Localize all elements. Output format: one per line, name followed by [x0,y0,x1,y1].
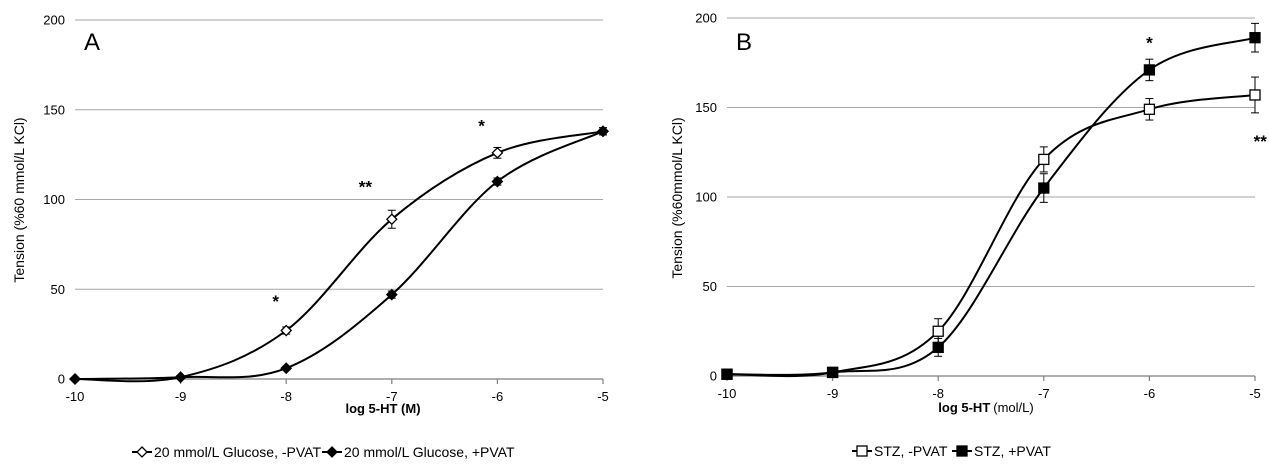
panel-a-significance-marker: * [272,292,279,311]
panel-a-y-axis-label: Tension (%60 mmol/L KCl) [11,117,27,282]
panel-b-significance-marker: * [1146,33,1153,52]
legend-b-label-1: STZ, -PVAT [874,443,948,459]
panel-a-series-1-line [74,130,604,383]
panel-b-series-1-point [932,325,944,337]
panel-b: B Tension (%60mmol/L KCl) log 5-HT (mol/L… [669,11,1267,460]
panel-a-significance-marker: * [478,116,485,135]
panel-b-y-tick-label: 100 [695,190,717,205]
panel-a-label: A [84,29,100,56]
panel-b-significance-marker: ** [1254,132,1268,151]
panel-a-series-1-point [280,324,293,337]
panel-b-series-2-point [932,341,944,354]
panel-b-series [721,22,1261,380]
panel-a-y-tick-label: 150 [43,102,65,117]
legend-a-label-1: 20 mmol/L Glucose, -PVAT [154,444,321,460]
panel-b-label: B [736,29,752,56]
panel-b-series-1-point [1249,89,1261,101]
legend-a-marker-1 [136,446,148,458]
panel-a-series [69,125,609,385]
panel-a-series-1-point [385,213,398,226]
legend-a-marker-2 [326,446,338,458]
panel-b-x-axis-label-unit: (mol/L) [993,400,1033,415]
panel-b-series-2-point [1038,182,1050,194]
panel-b-series-1-line [726,94,1256,378]
panel-b-ticks: 0 50 100 150 200 -10 -9 -8 -7 -6 -5 [695,11,1260,402]
panel-a-y-tick-label: 50 [51,282,65,297]
panel-a-series-2-point [385,288,398,301]
panel-a-series-2-point [597,125,609,138]
panel-b-x-tick-label: -6 [1144,386,1156,401]
panel-a-legend: 20 mmol/L Glucose, -PVAT 20 mmol/L Gluco… [132,444,515,460]
panel-a-y-tick-label: 100 [43,192,65,207]
panel-b-y-tick-label: 200 [695,11,717,26]
panel-b-annotations: *** [1146,33,1267,150]
panel-a-y-tick-label: 200 [43,13,65,28]
panel-b-x-tick-label: -7 [1038,386,1050,401]
panel-a-series-2-point [491,175,504,188]
panel-a-x-tick-label: -6 [492,389,504,404]
legend-b-marker-1 [856,445,868,457]
panel-b-series-2-point [1249,32,1261,44]
panel-b-y-tick-label: 50 [703,279,717,294]
panel-b-legend: STZ, -PVAT STZ, +PVAT [852,443,1051,459]
panel-b-x-axis-label-main: log 5-HT [938,400,990,415]
panel-a-series-2-point [69,373,81,385]
panel-b-axes [726,375,1256,381]
panel-b-series-2-point [721,368,733,380]
panel-a-x-tick-label: -7 [386,389,398,404]
panel-b-y-tick-label: 0 [710,369,717,384]
panel-a-series-1-point [491,146,504,159]
panel-a-x-axis-label: log 5-HT (M) [345,401,420,416]
panel-b-series-2-point [826,366,839,379]
panel-a-ticks: 0 50 100 150 200 -10 -9 -8 -7 -6 -5 [43,13,608,405]
panel-a-annotations: **** [272,116,485,311]
panel-b-x-tick-label: -8 [932,386,944,401]
panel-a-x-tick-label: -5 [597,389,609,404]
panel-b-y-tick-label: 150 [695,100,717,115]
panel-a-y-tick-label: 0 [58,372,65,387]
legend-a-label-2: 20 mmol/L Glucose, +PVAT [344,444,515,460]
panel-a-x-tick-label: -10 [66,389,85,404]
panel-b-x-tick-label: -10 [718,386,737,401]
legend-b-marker-2 [956,445,968,457]
panel-a-series-2-line [74,130,604,380]
panel-a: A Tension (%60 mmol/L KCl) log 5-HT (M) … [11,13,609,460]
panel-b-series-2-point [1143,64,1156,76]
panel-a-series-2-point [280,362,293,375]
panel-a-series-2-point [174,371,187,384]
panel-b-x-axis-label: log 5-HT (mol/L) [938,400,1033,415]
panel-b-x-tick-label: -5 [1249,386,1261,401]
panel-a-gridlines [75,19,603,290]
panel-a-significance-marker: ** [359,177,373,196]
panel-a-x-tick-label: -9 [175,389,187,404]
panel-b-series-2-line [726,36,1256,376]
panel-b-gridlines [727,17,1255,287]
panel-b-series-1-point [1038,153,1050,166]
panel-a-x-tick-label: -8 [280,389,292,404]
panel-b-x-tick-label: -9 [827,386,839,401]
panel-b-y-axis-label: Tension (%60mmol/L KCl) [669,117,685,278]
panel-b-series-1-point [1143,103,1156,115]
legend-b-label-2: STZ, +PVAT [974,443,1051,459]
